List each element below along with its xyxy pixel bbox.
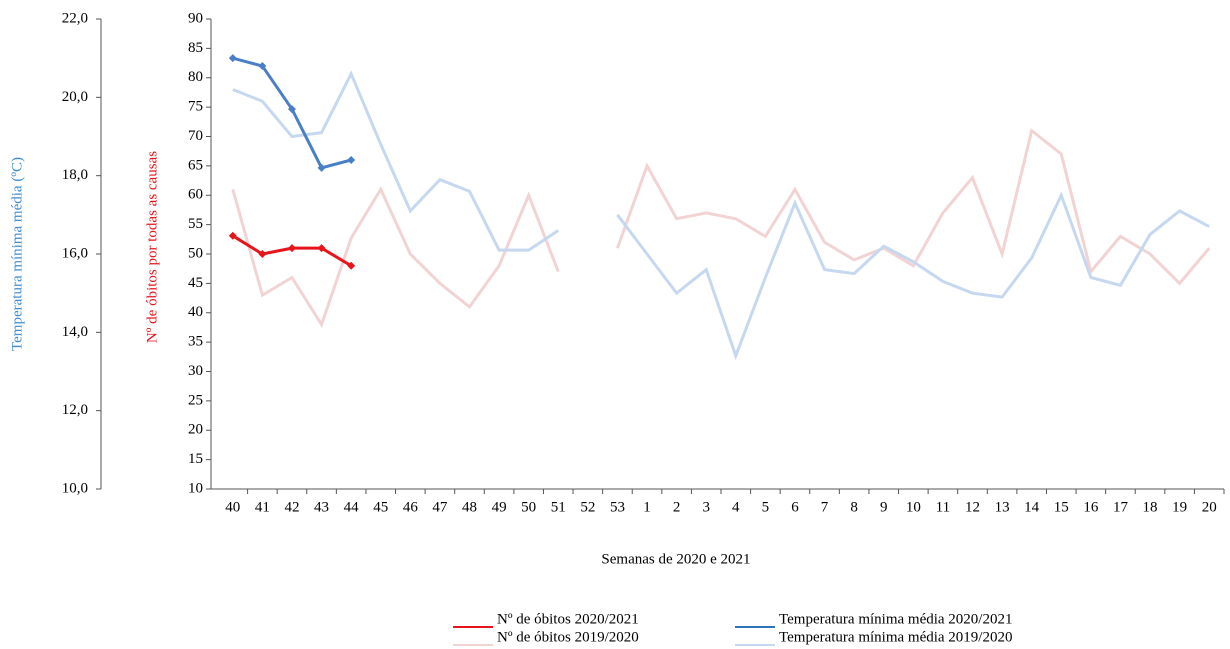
x-tick-label: 53: [610, 499, 625, 515]
x-tick-label: 16: [1083, 499, 1099, 515]
x-tick-label: 15: [1054, 499, 1069, 515]
x-tick-label: 40: [225, 499, 240, 515]
x-tick-label: 8: [850, 499, 858, 515]
y-tick-label: 35: [188, 334, 203, 350]
marker: [287, 244, 296, 253]
y2-axis-label: Temperatura mínima média (ºC): [9, 157, 25, 351]
x-tick-label: 4: [732, 499, 740, 515]
x-tick-label: 19: [1172, 499, 1187, 515]
y-tick-label: 65: [188, 157, 203, 173]
x-tick-label: 13: [995, 499, 1010, 515]
y-tick-label: 70: [188, 128, 203, 144]
x-tick-label: 43: [314, 499, 329, 515]
x-tick-label: 9: [880, 499, 888, 515]
x-tick-label: 44: [344, 499, 360, 515]
legend-label: Temperatura mínima média 2020/2021: [779, 611, 1012, 627]
x-tick-label: 2: [673, 499, 681, 515]
x-tick-label: 11: [936, 499, 950, 515]
y-tick-label: 80: [188, 69, 203, 85]
y-tick-label: 85: [188, 40, 203, 56]
y2-tick-label: 12,0: [62, 402, 88, 418]
x-tick-label: 12: [965, 499, 980, 515]
marker: [228, 231, 237, 240]
x-tick-label: 5: [762, 499, 770, 515]
marker: [317, 163, 326, 172]
marker: [347, 156, 356, 164]
x-tick-label: 1: [643, 499, 651, 515]
series-line: [616, 191, 1210, 361]
y2-tick-label: 22,0: [62, 10, 88, 26]
marker: [317, 244, 326, 253]
marker: [228, 54, 237, 63]
marker: [258, 250, 267, 258]
legend-label: Nº de óbitos 2019/2020: [497, 629, 639, 645]
x-tick-label: 41: [255, 499, 270, 515]
x-tick-label: 51: [551, 499, 566, 515]
y-tick-label: 20: [188, 422, 203, 438]
y-tick-label: 25: [188, 392, 203, 408]
y-tick-label: 10: [188, 480, 203, 496]
y2-tick-label: 18,0: [62, 167, 88, 183]
y-tick-label: 75: [188, 99, 203, 115]
x-tick-label: 10: [906, 499, 921, 515]
x-tick-label: 49: [492, 499, 507, 515]
y-tick-label: 40: [188, 304, 203, 320]
y2-tick-label: 16,0: [62, 245, 88, 261]
marker: [287, 105, 296, 114]
y-tick-label: 55: [188, 216, 203, 232]
x-tick-label: 20: [1202, 499, 1217, 515]
x-tick-label: 18: [1143, 499, 1158, 515]
legend-label: Temperatura mínima média 2019/2020: [779, 629, 1012, 645]
x-tick-label: 50: [521, 499, 536, 515]
marker: [258, 62, 267, 70]
y2-tick-label: 14,0: [62, 324, 88, 340]
y-tick-label: 15: [188, 451, 203, 467]
y-tick-label: 45: [188, 275, 203, 291]
x-tick-label: 46: [403, 499, 419, 515]
y2-tick-label: 10,0: [62, 480, 88, 496]
y-tick-label: 60: [188, 187, 203, 203]
x-axis-label: Semanas de 2020 e 2021: [601, 551, 750, 567]
marker: [347, 261, 356, 270]
x-tick-label: 45: [373, 499, 388, 515]
y2-tick-label: 20,0: [62, 89, 88, 105]
y-tick-label: 90: [188, 10, 203, 26]
x-tick-label: 6: [791, 499, 799, 515]
x-tick-label: 52: [580, 499, 595, 515]
x-tick-label: 42: [284, 499, 299, 515]
x-tick-label: 48: [462, 499, 477, 515]
x-tick-label: 47: [432, 499, 448, 515]
x-tick-label: 7: [821, 499, 829, 515]
x-tick-label: 14: [1024, 499, 1040, 515]
x-tick-label: 3: [702, 499, 710, 515]
legend-label: Nº de óbitos 2020/2021: [497, 611, 639, 627]
series-line: [231, 186, 560, 328]
series-line: [616, 127, 1211, 286]
y-tick-label: 30: [188, 363, 203, 379]
x-tick-label: 17: [1113, 499, 1129, 515]
series-line: [232, 70, 560, 252]
y-axis-label: Nº de óbitos por todas as causas: [144, 151, 160, 343]
y-tick-label: 50: [188, 245, 203, 261]
